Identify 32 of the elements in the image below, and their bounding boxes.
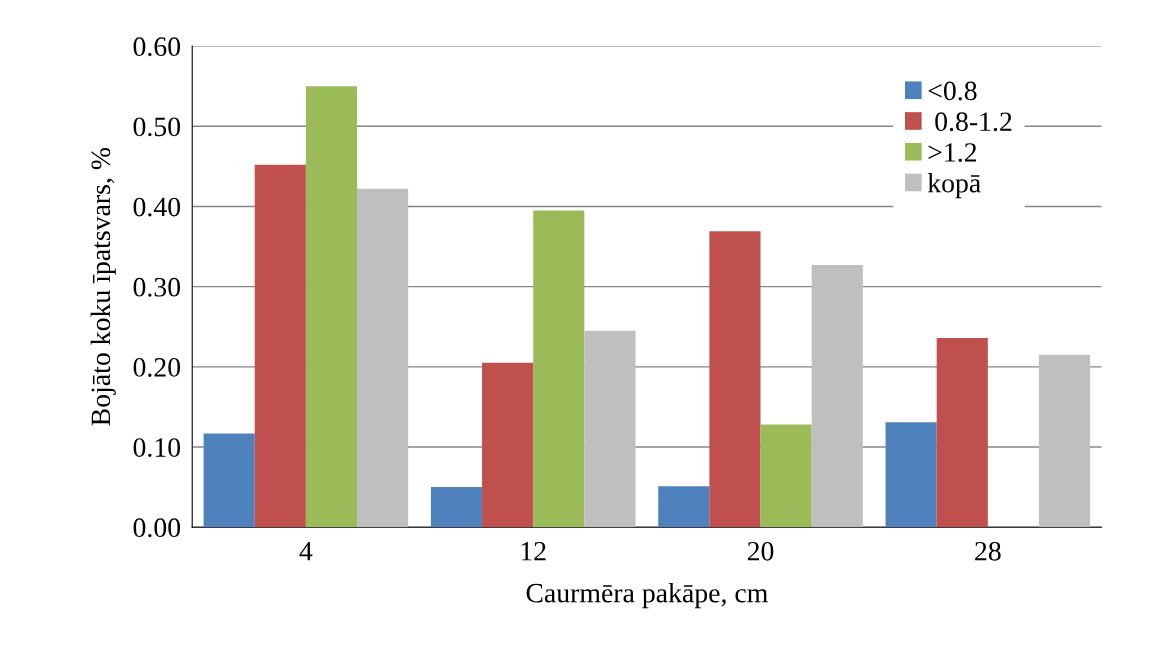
bar xyxy=(305,86,358,528)
bar xyxy=(760,424,812,528)
bar xyxy=(357,188,409,528)
bar xyxy=(584,330,636,528)
y-tick-label: 0.30 xyxy=(133,277,181,297)
bar xyxy=(533,210,585,528)
legend-label: kopā xyxy=(927,172,981,199)
legend-label: <0.8 xyxy=(928,81,977,101)
y-tick-label: 0.00 xyxy=(133,518,181,538)
bar xyxy=(482,362,534,528)
legend-label: >1.2 xyxy=(928,143,977,162)
x-tick-label: 20 xyxy=(747,541,774,561)
bar xyxy=(885,422,937,528)
x-axis-title: Caurmēra pakāpe, cm xyxy=(526,582,768,609)
y-tick-label: 0.60 xyxy=(133,37,181,57)
x-tick-label: 28 xyxy=(975,541,1001,561)
bar xyxy=(709,231,761,528)
bar xyxy=(658,486,710,528)
bar xyxy=(811,265,863,528)
bar xyxy=(430,487,483,528)
x-tick-label: 12 xyxy=(521,541,546,561)
bar xyxy=(936,337,988,528)
bar xyxy=(254,164,306,528)
y-tick-label: 0.10 xyxy=(133,438,181,458)
bar xyxy=(1038,354,1091,528)
y-tick-label: 0.40 xyxy=(133,197,181,217)
x-tick-label: 4 xyxy=(299,542,313,561)
bar xyxy=(203,433,255,528)
legend-label: 0.8-1.2 xyxy=(935,112,1012,132)
y-tick-label: 0.50 xyxy=(133,117,181,137)
y-tick-label: 0.20 xyxy=(133,358,181,377)
y-axis-title: Bojāto koku īpatsvars, % xyxy=(90,147,116,426)
